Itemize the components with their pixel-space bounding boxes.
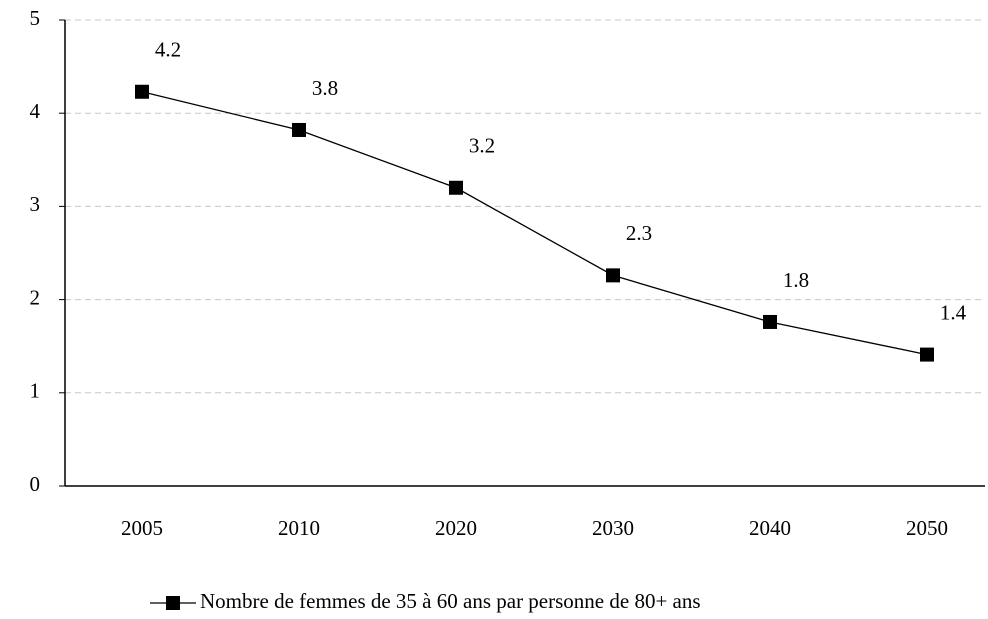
marker xyxy=(135,84,149,99)
line xyxy=(141,91,928,356)
data-label: 3.2 xyxy=(469,134,495,158)
y-tick-label: 1 xyxy=(30,379,41,403)
y-tick-label: 3 xyxy=(30,192,41,216)
marker xyxy=(763,314,777,329)
x-tick-label: 2030 xyxy=(592,516,634,540)
marker xyxy=(606,268,620,283)
x-tick-label: 2050 xyxy=(906,516,948,540)
y-tick-label: 5 xyxy=(30,6,41,30)
data-label: 4.2 xyxy=(155,38,181,62)
data-label: 3.8 xyxy=(312,76,338,100)
data-label: 1.8 xyxy=(783,268,809,292)
x-tick-label: 2005 xyxy=(121,516,163,540)
data-label: 1.4 xyxy=(940,300,967,324)
data-label: 2.3 xyxy=(626,221,652,245)
y-tick-label: 0 xyxy=(30,472,41,496)
y-tick-label: 2 xyxy=(30,285,41,309)
marker xyxy=(292,122,306,137)
x-tick-label: 2010 xyxy=(278,516,320,540)
y-tick-label: 4 xyxy=(30,99,41,123)
x-tick-label: 2040 xyxy=(749,516,791,540)
marker xyxy=(920,347,934,362)
legend-label: Nombre de femmes de 35 à 60 ans par pers… xyxy=(200,589,701,613)
legend-marker xyxy=(166,596,180,610)
x-tick-label: 2020 xyxy=(435,516,477,540)
marker xyxy=(449,180,463,195)
